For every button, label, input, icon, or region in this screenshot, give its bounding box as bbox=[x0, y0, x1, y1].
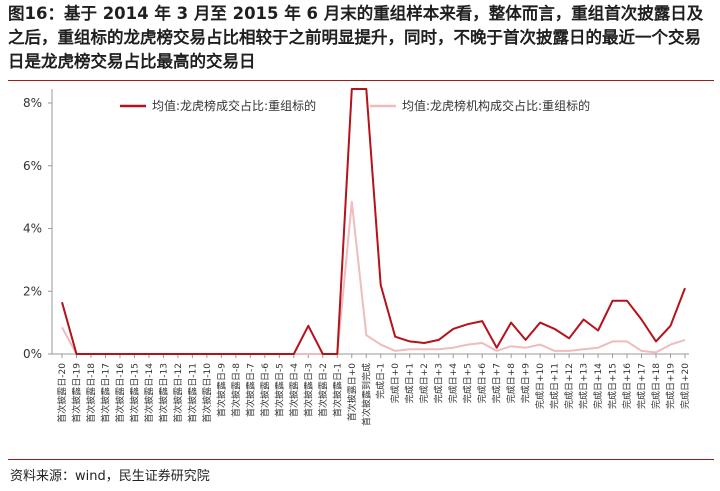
x-tick-label: 首次披露日-13 bbox=[157, 363, 169, 423]
x-tick-label: 首次披露日-18 bbox=[85, 363, 97, 423]
x-tick-label: 首次披露日-2 bbox=[317, 363, 329, 417]
series-line-2 bbox=[61, 200, 686, 355]
x-tick-label: 首次披露日-3 bbox=[302, 363, 314, 417]
series-line-1 bbox=[61, 88, 686, 355]
x-tick-label: 首次披露日-8 bbox=[230, 363, 242, 417]
x-tick-label: 首次披露日+0 bbox=[346, 363, 358, 422]
x-tick-label: 完成日+5 bbox=[462, 363, 474, 403]
x-tick-label: 首次披露日-20 bbox=[56, 363, 68, 423]
x-tick-label: 完成日+10 bbox=[534, 363, 546, 409]
x-tick-label: 完成日+20 bbox=[679, 363, 691, 409]
x-tick-label: 完成日+12 bbox=[563, 363, 575, 409]
y-axis: 0% 2% 4% 6% 8% bbox=[23, 89, 53, 361]
x-tick-label: 首次披露日-1 bbox=[331, 363, 343, 417]
x-tick-label: 完成日+13 bbox=[578, 363, 590, 409]
x-tick-label: 完成日+2 bbox=[418, 363, 430, 403]
chart-legend: 均值:龙虎榜成交占比:重组标的 均值:龙虎榜机构成交占比:重组标的 bbox=[120, 98, 590, 113]
x-tick-label: 首次披露日-7 bbox=[244, 363, 256, 417]
x-tick-label: 首次披露日-9 bbox=[215, 363, 227, 417]
x-tick-label: 完成日+8 bbox=[505, 363, 517, 404]
x-tick-label: 完成日+15 bbox=[607, 363, 619, 409]
figure-title: 图16：基于 2014 年 3 月至 2015 年 6 月末的重组样本来看，整体… bbox=[8, 4, 704, 71]
y-tick-label: 4% bbox=[23, 222, 42, 236]
x-tick-label: 完成日+18 bbox=[650, 363, 662, 409]
x-tick-label: 完成日+7 bbox=[491, 363, 503, 403]
x-tick-label: 首次披露日-16 bbox=[114, 363, 126, 423]
y-tick-label: 0% bbox=[23, 347, 42, 361]
x-tick-label: 完成日+11 bbox=[549, 363, 561, 409]
legend-label-1: 均值:龙虎榜成交占比:重组标的 bbox=[152, 98, 316, 113]
y-tick-label: 8% bbox=[23, 96, 42, 110]
x-axis: 首次披露日-20 首次披露日-19 首次披露日-18 首次披露日-17 首次披露日-16… bbox=[52, 353, 691, 426]
x-tick-label: 完成日+6 bbox=[476, 363, 488, 404]
x-tick-label: 首次披露日-19 bbox=[70, 363, 82, 423]
x-tick-label: 首次披露日-4 bbox=[288, 363, 300, 417]
source-note: 资料来源：wind，民生证券研究院 bbox=[10, 469, 210, 484]
x-tick-label: 完成日+9 bbox=[520, 363, 532, 404]
x-tick-label: 完成日+4 bbox=[447, 363, 459, 404]
x-tick-label: 首次披露日-6 bbox=[259, 363, 271, 417]
x-tick-label: 首次披露到完成 bbox=[360, 363, 372, 426]
x-tick-label: 完成日-1 bbox=[375, 363, 387, 399]
x-tick-label: 首次披露日-14 bbox=[143, 363, 155, 423]
x-tick-label: 首次披露日-17 bbox=[99, 363, 111, 423]
source-divider bbox=[8, 459, 714, 460]
x-tick-label: 首次披露日-11 bbox=[186, 363, 198, 423]
x-tick-label: 完成日+3 bbox=[433, 363, 445, 403]
x-tick-label: 完成日+17 bbox=[636, 363, 648, 409]
x-tick-label: 首次披露日-15 bbox=[128, 363, 140, 423]
x-tick-label: 首次披露日-10 bbox=[201, 363, 213, 423]
x-tick-label: 完成日+0 bbox=[389, 363, 401, 404]
x-tick-label: 完成日+19 bbox=[665, 363, 677, 409]
x-tick-label: 完成日+14 bbox=[592, 363, 604, 409]
title-divider bbox=[8, 80, 714, 81]
x-tick-label: 完成日+16 bbox=[621, 363, 633, 409]
series-layer bbox=[61, 88, 686, 355]
x-tick-label: 完成日+1 bbox=[404, 363, 416, 403]
legend-label-2: 均值:龙虎榜机构成交占比:重组标的 bbox=[402, 98, 590, 113]
x-tick-label: 首次披露日-5 bbox=[273, 363, 285, 417]
y-tick-label: 2% bbox=[23, 284, 42, 298]
y-tick-label: 6% bbox=[23, 159, 42, 173]
x-tick-label: 首次披露日-12 bbox=[172, 363, 184, 423]
